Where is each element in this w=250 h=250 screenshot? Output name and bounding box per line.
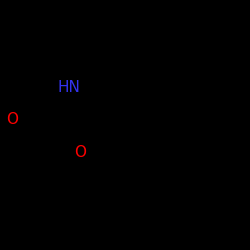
Text: O: O — [6, 112, 18, 128]
Text: HN: HN — [57, 80, 80, 94]
Text: O: O — [74, 145, 86, 160]
